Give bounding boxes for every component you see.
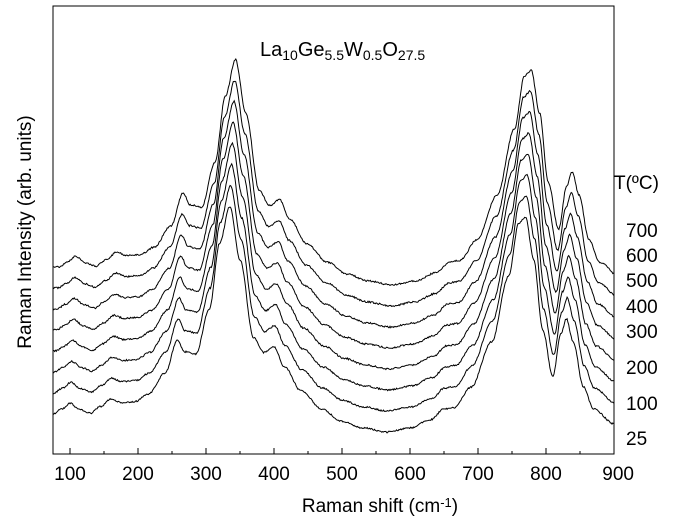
series-label: 100 bbox=[626, 394, 658, 415]
x-tick-label: 400 bbox=[258, 464, 290, 485]
spectra-group bbox=[52, 57, 615, 434]
y-axis-label: Raman Intensity (arb. units) bbox=[15, 115, 36, 348]
chart-title: La10Ge5.5W0.5O27.5 bbox=[260, 39, 425, 63]
series-label: 300 bbox=[626, 322, 658, 343]
series-label: 700 bbox=[626, 221, 658, 242]
spectrum-line bbox=[52, 162, 614, 392]
series-label: 200 bbox=[626, 358, 658, 379]
spectrum-line bbox=[52, 121, 614, 349]
spectrum-line bbox=[52, 99, 614, 329]
x-tick-label: 700 bbox=[462, 464, 494, 485]
spectrum-line bbox=[52, 206, 614, 434]
x-axis-label: Raman shift (cm-1) bbox=[302, 495, 458, 517]
x-tick-label: 900 bbox=[602, 464, 634, 485]
series-label: 400 bbox=[626, 297, 658, 318]
x-tick-label: 200 bbox=[122, 464, 154, 485]
x-tick-label: 300 bbox=[190, 464, 222, 485]
spectrum-line bbox=[52, 141, 614, 371]
spectrum-line bbox=[52, 57, 614, 287]
spectrum-line bbox=[52, 184, 614, 413]
series-label: 600 bbox=[626, 246, 658, 267]
series-label: 25 bbox=[626, 429, 647, 450]
x-tick-label: 800 bbox=[530, 464, 562, 485]
spectrum-line bbox=[52, 80, 615, 308]
plot-frame bbox=[52, 5, 615, 455]
legend-title: T(ºC) bbox=[614, 173, 659, 194]
legend-temperature-labels: 25 100 200 300 400 500 600 700 bbox=[626, 221, 658, 450]
x-axis-tick-labels: 100 200 300 400 500 600 700 800 900 bbox=[54, 464, 634, 485]
x-tick-label: 600 bbox=[394, 464, 426, 485]
x-axis-ticks bbox=[69, 448, 615, 454]
series-label: 500 bbox=[626, 271, 658, 292]
x-tick-label: 500 bbox=[326, 464, 358, 485]
x-tick-label: 100 bbox=[54, 464, 86, 485]
